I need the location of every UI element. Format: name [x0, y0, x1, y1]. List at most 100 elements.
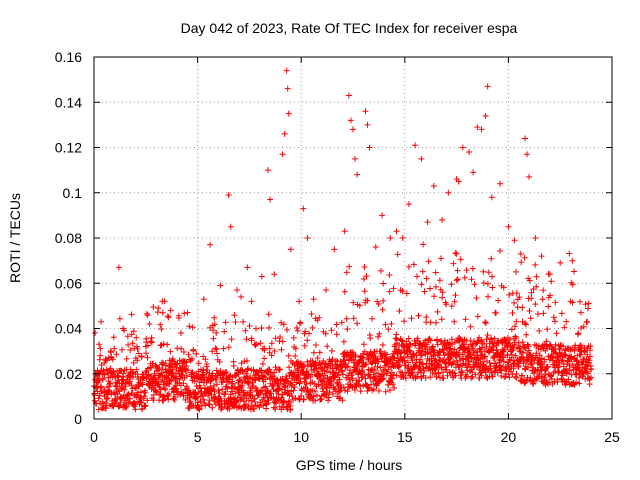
roti-point — [412, 142, 419, 149]
roti-point — [159, 298, 166, 305]
roti-point — [455, 178, 462, 185]
roti-point — [532, 235, 539, 241]
roti-point — [352, 155, 359, 162]
y-tick-label: 0.12 — [55, 140, 82, 156]
roti-point — [248, 298, 255, 305]
x-tick-label: 0 — [90, 429, 98, 445]
roti-point — [399, 235, 406, 241]
roti-point — [350, 126, 356, 133]
roti-point — [300, 205, 307, 212]
x-axis-title: GPS time / hours — [296, 457, 403, 473]
roti-point — [296, 298, 303, 305]
y-tick-label: 0.1 — [63, 185, 83, 201]
roti-point — [488, 194, 495, 201]
roti-point — [567, 298, 574, 305]
roti-point — [362, 108, 369, 115]
roti-point — [484, 83, 491, 90]
x-tick-label: 25 — [604, 429, 620, 445]
roti-point — [217, 282, 224, 289]
roti-point — [120, 325, 127, 332]
roti-point — [283, 67, 290, 74]
roti-point — [284, 85, 291, 92]
roti-point — [546, 271, 553, 278]
roti-point — [285, 110, 292, 117]
roti-point — [405, 201, 412, 208]
roti-point — [225, 192, 232, 199]
y-tick-label: 0.16 — [55, 49, 82, 65]
roti-point — [244, 264, 251, 271]
roti-point — [345, 92, 352, 99]
roti-point — [115, 264, 122, 271]
x-tick-label: 10 — [293, 429, 309, 445]
roti-point — [478, 126, 485, 133]
y-tick-label: 0.08 — [55, 230, 82, 246]
roti-dense-markers — [91, 241, 595, 413]
roti-point — [354, 171, 361, 178]
x-tick-label: 15 — [397, 429, 413, 445]
roti-point — [418, 155, 425, 162]
roti-point — [287, 246, 294, 253]
ticks-layer — [93, 56, 613, 420]
roti-point — [186, 323, 193, 330]
y-tick-labels: 0 0.02 0.04 0.06 0.08 0.1 0.12 0.14 0.16 — [55, 49, 82, 427]
roti-point — [459, 144, 466, 151]
roti-point — [265, 167, 272, 174]
roti-point — [167, 307, 174, 314]
chart-title: Day 042 of 2023, Rate Of TEC Index for r… — [181, 20, 518, 36]
roti-point — [279, 151, 286, 158]
roti-point — [466, 149, 473, 156]
roti-point — [364, 121, 371, 128]
x-tick-label: 5 — [194, 429, 202, 445]
roti-point — [577, 309, 584, 316]
roti-point — [331, 246, 338, 253]
roti-point — [517, 250, 524, 257]
y-tick-label: 0.14 — [55, 94, 82, 110]
roti-point — [511, 237, 518, 244]
roti-point — [258, 273, 265, 280]
roti-point — [482, 112, 489, 119]
roti-point — [505, 223, 512, 230]
roti-point — [387, 235, 394, 241]
roti-point — [97, 352, 104, 359]
roti-point — [470, 169, 477, 176]
roti-point — [341, 228, 348, 235]
roti-point — [521, 135, 528, 142]
roti-point — [538, 253, 545, 260]
y-axis-title: ROTI / TECUs — [7, 193, 23, 283]
roti-point — [155, 305, 162, 312]
roti-point — [281, 130, 288, 137]
roti-point — [310, 296, 317, 303]
y-tick-label: 0.02 — [55, 366, 82, 382]
roti-point — [323, 287, 330, 294]
roti-point — [267, 196, 274, 203]
roti-point — [584, 318, 591, 325]
roti-point — [424, 219, 431, 226]
roti-point — [439, 216, 446, 223]
roti-point — [474, 124, 481, 131]
roti-point — [445, 189, 452, 196]
roti-point — [372, 244, 379, 251]
roti-point — [379, 212, 386, 219]
roti-point — [271, 271, 278, 278]
roti-point — [304, 235, 311, 241]
roti-point — [233, 287, 240, 294]
dense-data-layer — [91, 241, 595, 413]
x-tick-labels: 0 5 10 15 20 25 — [90, 429, 620, 445]
roti-point — [497, 180, 504, 187]
roti-point — [142, 343, 149, 350]
x-tick-label: 20 — [501, 429, 517, 445]
roti-point — [557, 259, 564, 266]
roti-point — [134, 345, 141, 352]
roti-point — [393, 228, 400, 235]
y-tick-label: 0.06 — [55, 275, 82, 291]
outlier-points-layer — [97, 67, 591, 359]
roti-point — [366, 144, 373, 151]
roti-point — [207, 241, 214, 248]
roti-point — [526, 173, 533, 180]
roti-point — [347, 117, 354, 124]
roti-point — [430, 182, 437, 189]
roti-point — [238, 293, 245, 300]
roti-point — [524, 151, 531, 158]
roti-point — [178, 330, 185, 337]
